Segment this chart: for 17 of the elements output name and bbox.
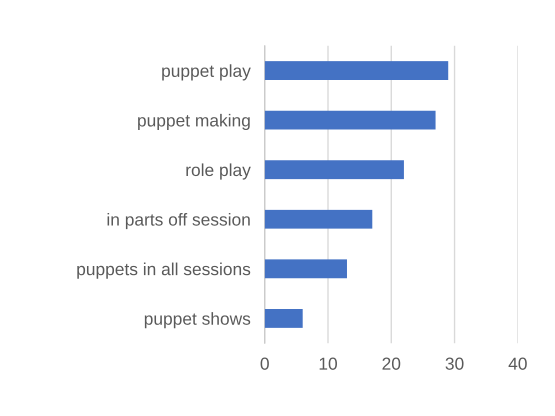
y-tick-label: puppet making	[138, 114, 250, 130]
x-tick-label: 30	[446, 358, 464, 370]
bar	[264, 160, 404, 180]
y-tick-label: puppet play	[162, 64, 251, 80]
bar	[264, 110, 436, 130]
x-tick-label: 10	[320, 358, 337, 370]
y-tick-label: puppets in all sessions	[77, 262, 250, 279]
y-tick-label: in parts off session	[108, 212, 250, 230]
x-tick-label: 20	[382, 358, 400, 370]
y-tick-label: role play	[186, 163, 251, 180]
y-tick-label: puppet shows	[144, 312, 250, 328]
bar	[264, 210, 372, 229]
bar	[264, 61, 448, 80]
x-tick-label: 0	[260, 358, 269, 370]
bar	[264, 308, 303, 328]
bar	[264, 259, 347, 278]
x-tick-label: 40	[508, 358, 527, 370]
